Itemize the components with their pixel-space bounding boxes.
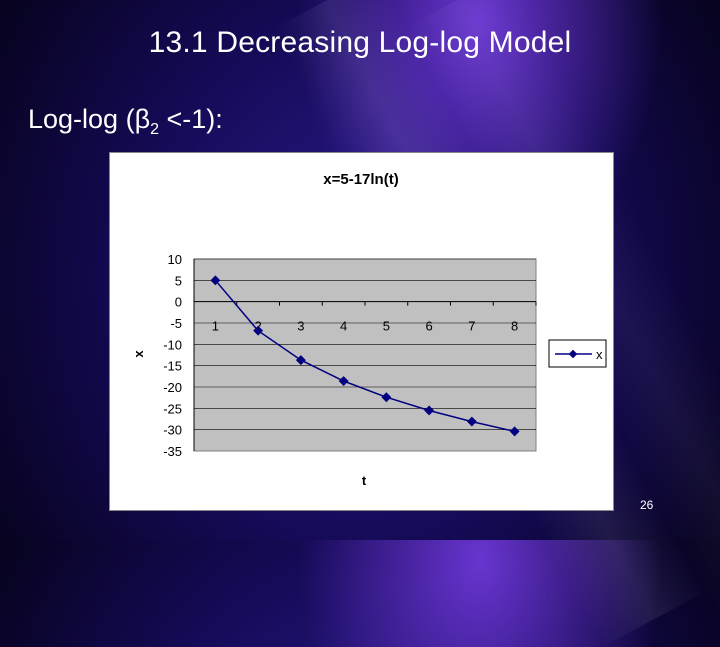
y-tick-label: -25: [163, 401, 182, 416]
y-tick-label: -35: [163, 444, 182, 459]
x-axis-label: t: [362, 473, 367, 488]
y-tick-label: -10: [163, 337, 182, 352]
x-tick-label: 5: [383, 319, 390, 334]
x-tick-label: 6: [426, 319, 433, 334]
subtitle-suffix: <-1):: [159, 104, 223, 134]
subtitle-subscript: 2: [150, 121, 159, 138]
x-tick-label: 3: [297, 319, 304, 334]
y-tick-label: -30: [163, 423, 182, 438]
slide-subtitle: Log-log (β2 <-1):: [28, 104, 223, 139]
series-line: [214, 279, 515, 433]
slide-number: 26: [640, 498, 654, 512]
y-tick-label: 5: [175, 273, 182, 288]
x-tick-label: 4: [340, 319, 347, 334]
data-point: [210, 275, 221, 286]
y-axis-label: x: [131, 350, 146, 358]
data-point: [424, 405, 435, 416]
y-tick-label: -20: [163, 380, 182, 395]
y-tick-label: 0: [175, 295, 182, 310]
legend: x: [548, 339, 607, 368]
x-tick-label: 1: [212, 319, 219, 334]
y-tick-label: 10: [168, 252, 182, 267]
x-tick-label: 7: [468, 319, 475, 334]
line-chart: x=5-17ln(t) 1050-5-10-15-20-25-30-351234…: [131, 171, 607, 488]
slide-title: 13.1 Decreasing Log-log Model: [148, 26, 572, 59]
y-tick-label: -5: [170, 316, 182, 331]
subtitle-prefix: Log-log (β: [28, 104, 151, 134]
data-point: [509, 426, 520, 437]
data-point: [381, 392, 392, 403]
chart-panel: x=5-17ln(t) 1050-5-10-15-20-25-30-351234…: [109, 152, 614, 511]
chart-title: x=5-17ln(t): [323, 171, 398, 188]
legend-label: x: [596, 347, 603, 362]
x-tick-label: 8: [511, 319, 518, 334]
y-tick-label: -15: [163, 359, 182, 374]
data-point: [466, 416, 477, 427]
plot-background: [193, 258, 537, 452]
legend-marker: [568, 349, 578, 359]
